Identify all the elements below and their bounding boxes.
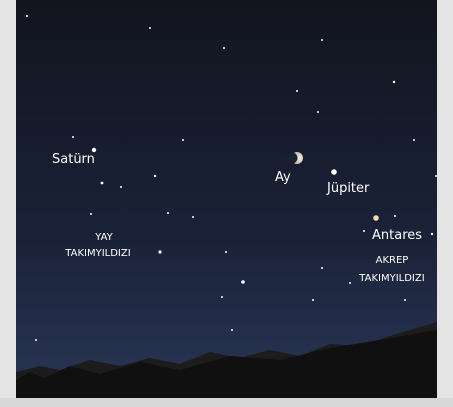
star bbox=[312, 299, 314, 301]
star bbox=[321, 267, 323, 269]
moon-shadow bbox=[287, 153, 298, 164]
sky bbox=[16, 0, 437, 398]
star bbox=[72, 136, 74, 138]
star bbox=[363, 230, 365, 232]
constellation-label: TAKIMYILDIZI bbox=[358, 273, 424, 284]
jupiter bbox=[331, 169, 337, 175]
sky-view: Satürn Ay Jüpiter Antares YAY TAKIMYILDI… bbox=[0, 0, 453, 407]
object-label: Jüpiter bbox=[326, 181, 370, 196]
star bbox=[225, 251, 227, 253]
object-label: Antares bbox=[372, 228, 422, 243]
star bbox=[241, 280, 245, 284]
star bbox=[404, 299, 406, 301]
star bbox=[26, 15, 28, 17]
star bbox=[223, 47, 225, 49]
star bbox=[296, 90, 298, 92]
star bbox=[158, 250, 161, 253]
star bbox=[394, 215, 396, 217]
star bbox=[393, 81, 395, 83]
page: Satürn Ay Jüpiter Antares YAY TAKIMYILDI… bbox=[0, 0, 453, 407]
bottom-bar bbox=[0, 398, 453, 407]
star bbox=[349, 282, 351, 284]
object-label: Satürn bbox=[52, 152, 95, 167]
star bbox=[182, 139, 184, 141]
star bbox=[90, 213, 92, 215]
constellation-label: YAY bbox=[94, 232, 113, 243]
star bbox=[149, 27, 151, 29]
constellation-label: TAKIMYILDIZI bbox=[64, 248, 130, 259]
star bbox=[413, 139, 415, 141]
star bbox=[317, 111, 319, 113]
star bbox=[167, 212, 169, 214]
antares bbox=[373, 215, 379, 221]
star bbox=[101, 182, 104, 185]
star bbox=[321, 39, 323, 41]
object-label: Ay bbox=[275, 170, 291, 185]
star bbox=[154, 175, 156, 177]
star bbox=[231, 329, 233, 331]
star bbox=[435, 175, 437, 177]
star bbox=[192, 216, 194, 218]
star bbox=[35, 339, 37, 341]
star bbox=[120, 186, 122, 188]
star bbox=[221, 296, 223, 298]
star bbox=[431, 233, 433, 235]
constellation-label: AKREP bbox=[376, 255, 409, 266]
